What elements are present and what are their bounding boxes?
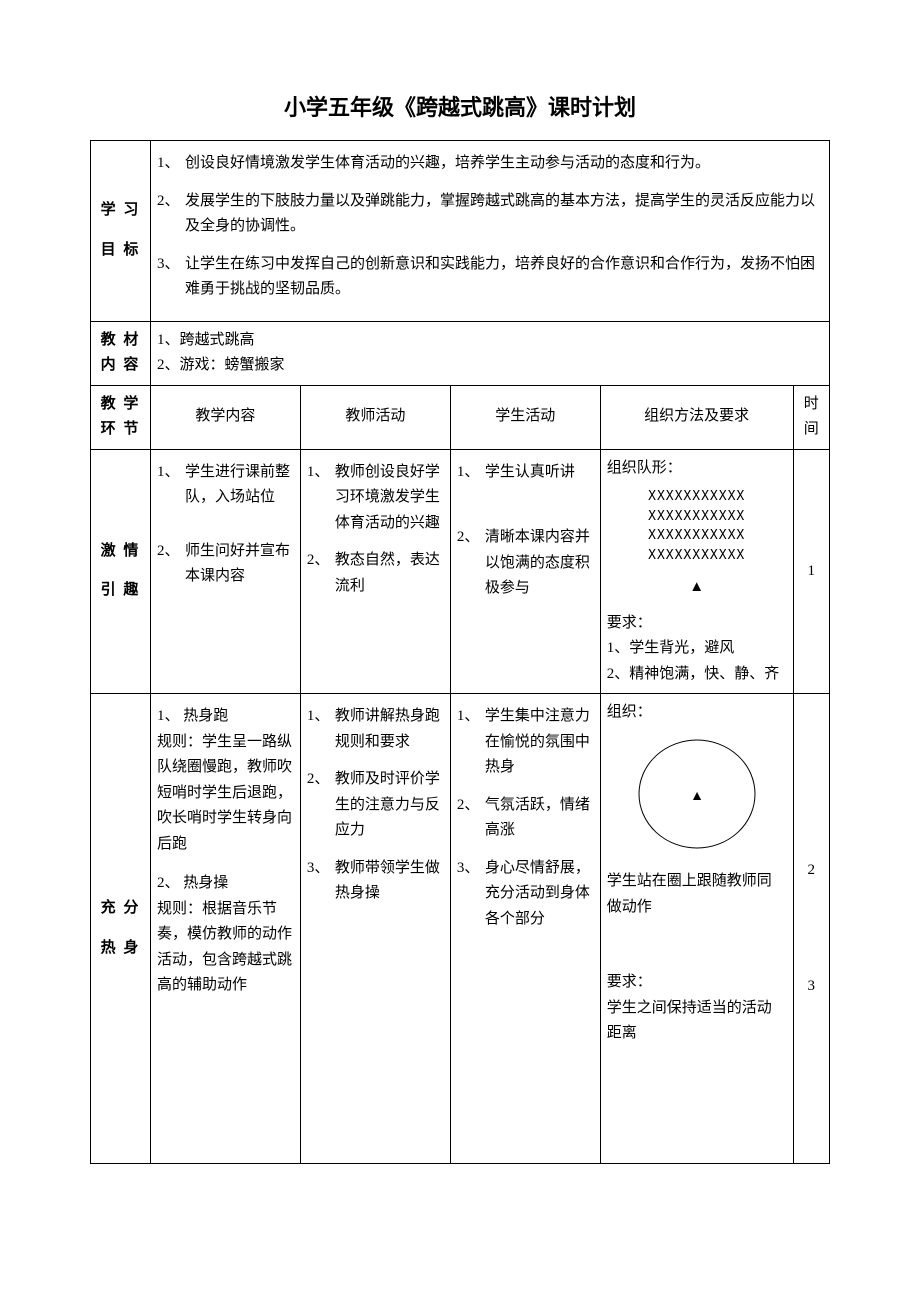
p2-s1: 学生集中注意力在愉悦的氛围中热身 — [485, 708, 590, 775]
p2-time-2: 3 — [800, 974, 823, 1000]
p1-time: 1 — [793, 449, 829, 694]
hdr-org: 组织方法及要求 — [600, 385, 793, 449]
p2-time: 2 3 — [793, 694, 829, 1164]
p2-teacher: 1、教师讲解热身跑规则和要求 2、教师及时评价学生的注意力与反应力 3、教师带领… — [300, 694, 450, 1164]
p1-req-2: 精神饱满，快、静、齐 — [629, 666, 779, 682]
lesson-plan-table: 学 习 目 标 1、创设良好情境激发学生体育活动的兴趣，培养学生主动参与活动的态… — [90, 140, 830, 1164]
teacher-marker-icon: ▲ — [607, 575, 787, 601]
p1-org: 组织队形： XXXXXXXXXXX XXXXXXXXXXX XXXXXXXXXX… — [600, 449, 793, 694]
material-2: 游戏：螃蟹搬家 — [179, 357, 284, 373]
p2-c1-title: 热身跑 — [183, 708, 228, 724]
p2-c2-rule: 规则：根据音乐节奏，模仿教师的动作活动，包含跨越式跳高的辅助动作 — [157, 897, 294, 999]
materials-cell: 1、跨越式跳高 2、游戏：螃蟹搬家 — [150, 321, 829, 385]
p2-org: 组织： ▲ 学生站在圈上跟随教师同做动作 要求： 学生之间保持适当的活动距离 — [600, 694, 793, 1164]
p2-req-head: 要求： — [607, 970, 787, 996]
p2-s2: 气氛活跃，情绪高涨 — [485, 797, 590, 839]
goals-cell: 1、创设良好情境激发学生体育活动的兴趣，培养学生主动参与活动的态度和行为。 2、… — [150, 141, 829, 322]
label-goals: 学 习 目 标 — [91, 141, 151, 322]
p1-content: 1、学生进行课前整队，入场站位 2、师生问好并宣布本课内容 — [150, 449, 300, 694]
svg-text:▲: ▲ — [690, 789, 704, 804]
p1-org-head: 组织队形： — [607, 456, 787, 482]
material-1: 跨越式跳高 — [179, 332, 254, 348]
hdr-student: 学生活动 — [450, 385, 600, 449]
label-phase2: 充 分 热 身 — [91, 694, 151, 1164]
goal-1: 创设良好情境激发学生体育活动的兴趣，培养学生主动参与活动的态度和行为。 — [185, 155, 710, 171]
page-title: 小学五年级《跨越式跳高》课时计划 — [90, 90, 830, 122]
circle-diagram: ▲ — [607, 734, 787, 864]
hdr-content: 教学内容 — [150, 385, 300, 449]
p2-time-1: 2 — [800, 858, 823, 884]
p2-t3: 教师带领学生做热身操 — [335, 860, 440, 902]
p2-content: 1、 热身跑 规则：学生呈一路纵队绕圈慢跑，教师吹短哨时学生后退跑，吹长哨时学生… — [150, 694, 300, 1164]
p2-req: 学生之间保持适当的活动距离 — [607, 996, 787, 1047]
label-phase1: 激 情 引 趣 — [91, 449, 151, 694]
p1-teacher-2: 教态自然，表达流利 — [335, 552, 440, 594]
p2-org-note: 学生站在圈上跟随教师同做动作 — [607, 869, 787, 920]
label-materials: 教 材内 容 — [91, 321, 151, 385]
p2-t1: 教师讲解热身跑规则和要求 — [335, 708, 440, 750]
p1-teacher-1: 教师创设良好学习环境激发学生体育活动的兴趣 — [335, 464, 440, 531]
p2-s3: 身心尽情舒展，充分活动到身体各个部分 — [485, 860, 590, 927]
p2-student: 1、学生集中注意力在愉悦的氛围中热身 2、气氛活跃，情绪高涨 3、身心尽情舒展，… — [450, 694, 600, 1164]
p2-c2-title: 热身操 — [183, 875, 228, 891]
formation-block: XXXXXXXXXXX XXXXXXXXXXX XXXXXXXXXXX XXXX… — [607, 487, 787, 565]
p1-req-head: 要求： — [607, 611, 787, 637]
label-phase: 教 学环 节 — [91, 385, 151, 449]
p1-teacher: 1、教师创设良好学习环境激发学生体育活动的兴趣 2、教态自然，表达流利 — [300, 449, 450, 694]
formation-row: XXXXXXXXXXX — [607, 487, 787, 507]
p1-content-1: 学生进行课前整队，入场站位 — [185, 464, 290, 506]
hdr-time: 时间 — [793, 385, 829, 449]
formation-row: XXXXXXXXXXX — [607, 507, 787, 527]
p1-student-1: 学生认真听讲 — [485, 464, 575, 480]
p2-t2: 教师及时评价学生的注意力与反应力 — [335, 771, 440, 838]
p2-org-head: 组织： — [607, 700, 787, 726]
formation-row: XXXXXXXXXXX — [607, 526, 787, 546]
p1-req-1: 学生背光，避风 — [629, 640, 734, 656]
p1-student: 1、学生认真听讲 2、清晰本课内容并以饱满的态度积极参与 — [450, 449, 600, 694]
hdr-teacher: 教师活动 — [300, 385, 450, 449]
p1-content-2: 师生问好并宣布本课内容 — [185, 543, 290, 585]
formation-row: XXXXXXXXXXX — [607, 546, 787, 566]
p2-c1-rule: 规则：学生呈一路纵队绕圈慢跑，教师吹短哨时学生后退跑，吹长哨时学生转身向后跑 — [157, 730, 294, 858]
goal-3: 让学生在练习中发挥自己的创新意识和实践能力，培养良好的合作意识和合作行为，发扬不… — [185, 256, 815, 298]
p1-student-2: 清晰本课内容并以饱满的态度积极参与 — [485, 529, 590, 596]
goal-2: 发展学生的下肢肢力量以及弹跳能力，掌握跨越式跳高的基本方法，提高学生的灵活反应能… — [185, 193, 815, 235]
